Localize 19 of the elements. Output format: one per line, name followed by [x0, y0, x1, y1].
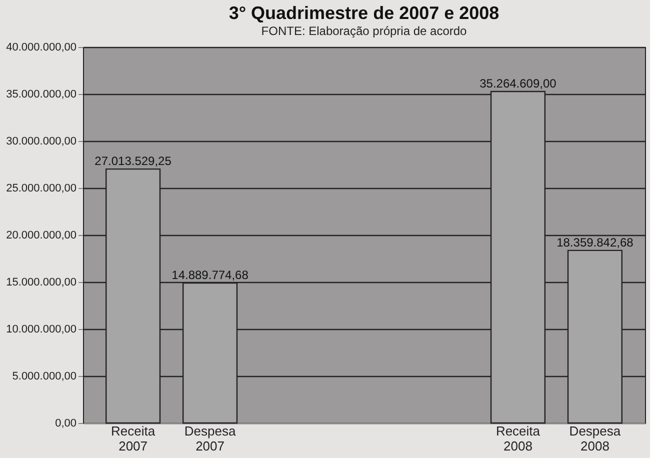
- y-tick-label: 35.000.000,00: [6, 88, 76, 100]
- data-label: 18.359.842,68: [556, 235, 634, 250]
- y-tick-label: 40.000.000,00: [6, 42, 76, 54]
- data-label: 14.889.774,68: [172, 268, 249, 282]
- x-tick-label: Despesa 2008: [569, 424, 622, 454]
- y-tick-label: 25.000.000,00: [6, 182, 76, 194]
- x-tick-label: Receita 2007: [111, 424, 156, 454]
- y-tick-label: 15.000.000,00: [6, 276, 76, 288]
- y-tick-label: 30.000.000,00: [6, 136, 76, 148]
- data-label: 35.264.609,00: [480, 76, 557, 91]
- y-tick-label: 10.000.000,00: [6, 324, 76, 336]
- y-tick-label: 5.000.000,00: [12, 370, 76, 382]
- y-tick-label: 20.000.000,00: [6, 230, 76, 242]
- x-tick-label: Despesa 2007: [184, 424, 236, 454]
- x-tick-label: Receita 2008: [496, 424, 541, 454]
- y-tick-label: 0,00: [55, 418, 76, 430]
- data-label: 27.013.529,25: [94, 154, 172, 168]
- source-note: FONTE: Elaboração própria de acordo: [261, 24, 468, 38]
- chart-title: 3° Quadrimestre de 2007 e 2008: [228, 3, 500, 23]
